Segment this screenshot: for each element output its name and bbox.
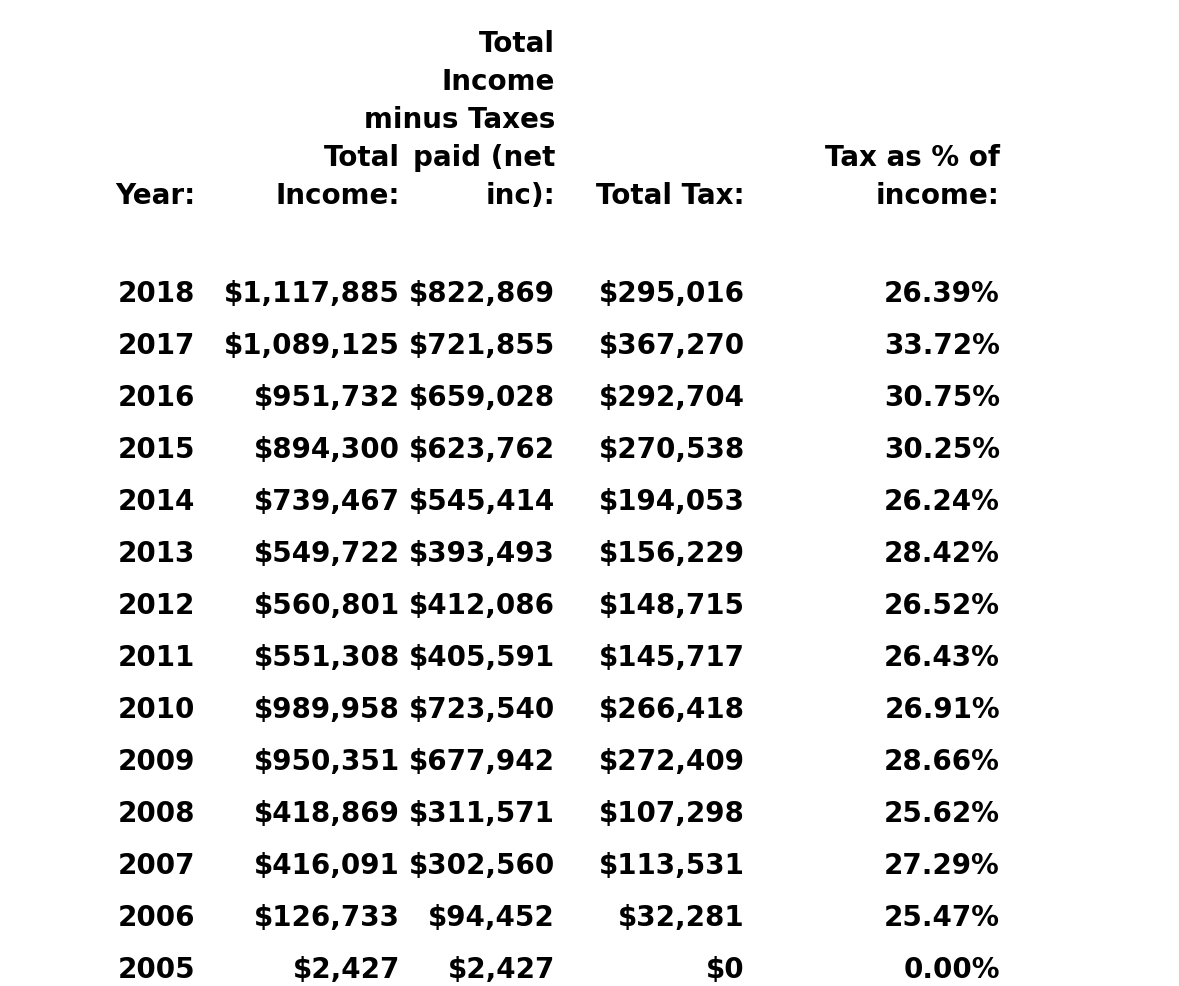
Text: 2013: 2013	[118, 539, 195, 567]
Text: $416,091: $416,091	[255, 851, 400, 880]
Text: 2018: 2018	[118, 280, 195, 308]
Text: 2008: 2008	[118, 800, 195, 827]
Text: $551,308: $551,308	[253, 643, 400, 671]
Text: $270,538: $270,538	[599, 436, 745, 463]
Text: $393,493: $393,493	[409, 539, 555, 567]
Text: $272,409: $272,409	[599, 747, 745, 775]
Text: Income: Income	[442, 68, 555, 96]
Text: $739,467: $739,467	[253, 487, 400, 516]
Text: 26.91%: 26.91%	[884, 695, 1000, 724]
Text: $721,855: $721,855	[409, 331, 555, 360]
Text: $367,270: $367,270	[599, 331, 745, 360]
Text: $894,300: $894,300	[253, 436, 400, 463]
Text: $989,958: $989,958	[255, 695, 400, 724]
Text: 27.29%: 27.29%	[884, 851, 1000, 880]
Text: inc):: inc):	[486, 181, 555, 210]
Text: $549,722: $549,722	[253, 539, 400, 567]
Text: income:: income:	[876, 181, 1000, 210]
Text: Tax as % of: Tax as % of	[825, 144, 1000, 172]
Text: $1,089,125: $1,089,125	[224, 331, 400, 360]
Text: $405,591: $405,591	[409, 643, 555, 671]
Text: 28.42%: 28.42%	[884, 539, 1000, 567]
Text: $723,540: $723,540	[409, 695, 555, 724]
Text: $94,452: $94,452	[428, 903, 555, 931]
Text: $292,704: $292,704	[599, 384, 745, 411]
Text: $560,801: $560,801	[253, 592, 400, 619]
Text: 2017: 2017	[118, 331, 195, 360]
Text: minus Taxes: minus Taxes	[363, 106, 555, 134]
Text: $156,229: $156,229	[599, 539, 745, 567]
Text: $302,560: $302,560	[409, 851, 555, 880]
Text: 2009: 2009	[118, 747, 195, 775]
Text: Total: Total	[479, 30, 555, 58]
Text: $950,351: $950,351	[253, 747, 400, 775]
Text: $148,715: $148,715	[599, 592, 745, 619]
Text: 2016: 2016	[118, 384, 195, 411]
Text: 26.39%: 26.39%	[884, 280, 1000, 308]
Text: 2012: 2012	[118, 592, 195, 619]
Text: 28.66%: 28.66%	[884, 747, 1000, 775]
Text: paid (net: paid (net	[413, 144, 555, 172]
Text: $32,281: $32,281	[618, 903, 745, 931]
Text: 25.47%: 25.47%	[884, 903, 1000, 931]
Text: 33.72%: 33.72%	[884, 331, 1000, 360]
Text: $822,869: $822,869	[409, 280, 555, 308]
Text: $126,733: $126,733	[253, 903, 400, 931]
Text: 0.00%: 0.00%	[903, 955, 1000, 983]
Text: 2011: 2011	[118, 643, 195, 671]
Text: Year:: Year:	[114, 181, 195, 210]
Text: $2,427: $2,427	[448, 955, 555, 983]
Text: $545,414: $545,414	[409, 487, 555, 516]
Text: $2,427: $2,427	[292, 955, 400, 983]
Text: 2005: 2005	[118, 955, 195, 983]
Text: $418,869: $418,869	[255, 800, 400, 827]
Text: 26.52%: 26.52%	[884, 592, 1000, 619]
Text: $311,571: $311,571	[409, 800, 555, 827]
Text: 2015: 2015	[118, 436, 195, 463]
Text: $677,942: $677,942	[409, 747, 555, 775]
Text: $659,028: $659,028	[409, 384, 555, 411]
Text: 30.25%: 30.25%	[884, 436, 1000, 463]
Text: $113,531: $113,531	[599, 851, 745, 880]
Text: $266,418: $266,418	[599, 695, 745, 724]
Text: Total: Total	[324, 144, 400, 172]
Text: Total Tax:: Total Tax:	[597, 181, 745, 210]
Text: $295,016: $295,016	[599, 280, 745, 308]
Text: $194,053: $194,053	[599, 487, 745, 516]
Text: $412,086: $412,086	[409, 592, 555, 619]
Text: 2014: 2014	[118, 487, 195, 516]
Text: Income:: Income:	[276, 181, 400, 210]
Text: 2007: 2007	[118, 851, 195, 880]
Text: 26.43%: 26.43%	[884, 643, 1000, 671]
Text: $145,717: $145,717	[599, 643, 745, 671]
Text: 2006: 2006	[118, 903, 195, 931]
Text: 25.62%: 25.62%	[884, 800, 1000, 827]
Text: 2010: 2010	[118, 695, 195, 724]
Text: $1,117,885: $1,117,885	[224, 280, 400, 308]
Text: $623,762: $623,762	[409, 436, 555, 463]
Text: 26.24%: 26.24%	[884, 487, 1000, 516]
Text: $0: $0	[706, 955, 745, 983]
Text: 30.75%: 30.75%	[884, 384, 1000, 411]
Text: $951,732: $951,732	[253, 384, 400, 411]
Text: $107,298: $107,298	[599, 800, 745, 827]
